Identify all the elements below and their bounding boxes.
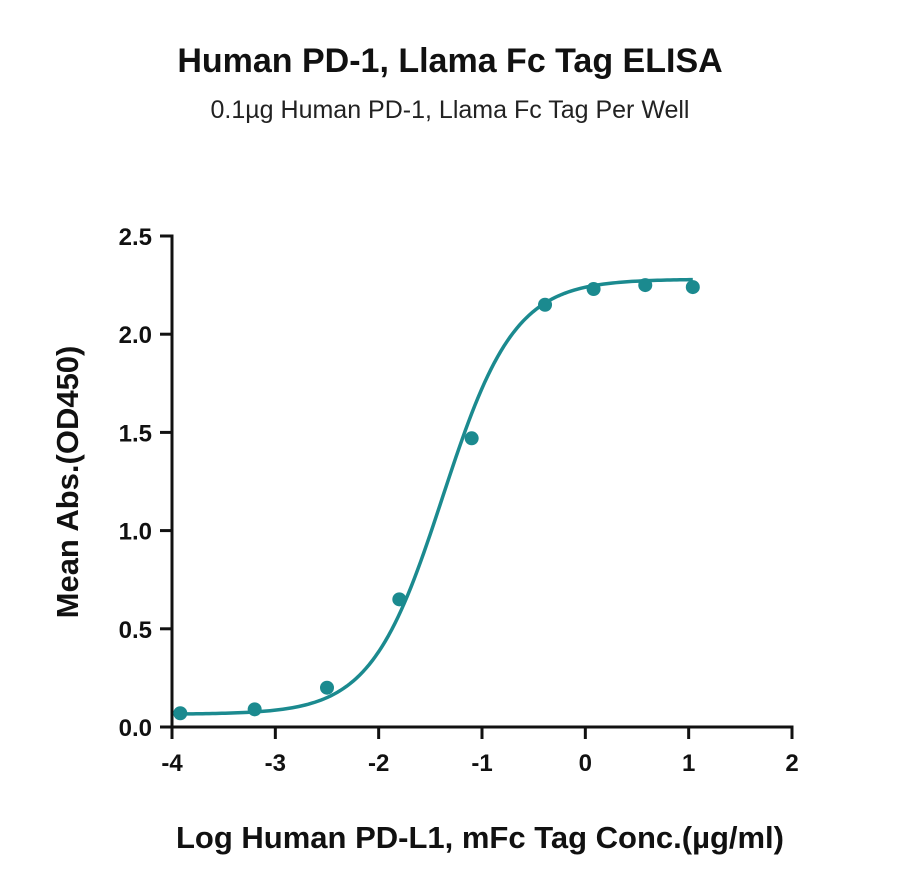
x-tick-label: -3	[265, 750, 286, 777]
x-tick-label: -2	[368, 750, 389, 777]
data-point	[173, 706, 188, 721]
chart-subtitle: 0.1µg Human PD-1, Llama Fc Tag Per Well	[210, 96, 690, 124]
axes: -4 -3 -2 -1 0 1 2 0.0 0.5 1.0 1.5 2.0 2.5	[119, 224, 799, 777]
data-points-layer	[173, 278, 700, 721]
data-point	[392, 592, 407, 607]
data-point	[638, 278, 653, 293]
y-tick-label: 0.5	[119, 617, 152, 644]
chart-title: Human PD-1, Llama Fc Tag ELISA	[177, 42, 723, 80]
x-tick-label: 1	[682, 750, 695, 777]
data-point	[685, 280, 700, 295]
y-tick-label: 1.0	[119, 519, 152, 546]
fit-curve-layer	[180, 277, 693, 716]
y-tick-label: 2.5	[119, 224, 152, 251]
x-tick-label: -4	[161, 750, 183, 777]
data-point	[538, 297, 553, 312]
data-point	[320, 680, 334, 695]
fit-curve	[180, 277, 693, 716]
y-tick-label: 1.5	[119, 420, 152, 447]
y-tick-label: 0.0	[119, 715, 152, 742]
x-tick-label: 2	[785, 750, 798, 777]
data-point	[586, 282, 601, 297]
y-tick-label: 2.0	[119, 322, 152, 349]
x-tick-label: -1	[471, 750, 492, 777]
data-point	[247, 702, 262, 717]
x-axis-title: Log Human PD-L1, mFc Tag Conc.(µg/ml)	[176, 820, 784, 855]
data-point	[464, 431, 479, 446]
y-axis-title: Mean Abs.(OD450)	[50, 346, 85, 619]
x-tick-label: 0	[579, 750, 592, 777]
